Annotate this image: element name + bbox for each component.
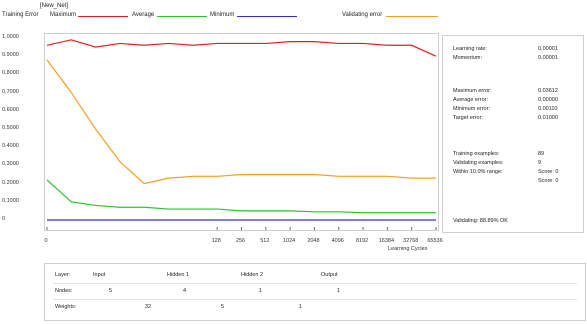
stat-within-range: Within 10.0% range: Score: 0 [453,169,578,177]
neurons-hidden-2: 1 [259,288,263,294]
stat-label: Within 10.0% range: [453,169,503,175]
legend-label-minimum: Minimum [210,12,235,18]
stat-learning-rate: Learning rate: 0.00001 [453,46,578,54]
stat-score: Score: 0 [453,178,578,186]
layer-name-input: Input [93,272,106,278]
stat-value: Score: 0 [538,169,559,175]
neurons-row-label: Nodes: [55,288,73,294]
line-chart [46,39,437,230]
stat-value: 0.00000 [538,97,558,103]
x-tick-label: 65536 [427,238,443,244]
stat-validating-examples: Validating examples: 9 [453,160,578,168]
y-tick-label: 0.7000 [2,88,19,95]
stat-value: 89 [538,151,545,157]
x-tick-label: 16384 [378,238,395,244]
divider [53,283,577,284]
y-tick-label: 0.1000 [2,197,19,204]
legend-label-training-error: Training Error [2,12,39,18]
weights-row-label: Weights: [55,304,77,310]
legend-label-validating-error: Validating error [342,12,383,18]
stat-label: Validating: 88.89% OK [453,218,508,224]
y-tick-label: 0.2000 [2,179,19,186]
y-tick-label: 0.8000 [2,70,19,77]
chart-plot-area [44,33,439,231]
legend-swatch-average [157,16,207,17]
stat-value: Score: 0 [538,178,559,184]
neurons-input: 5 [109,288,113,294]
legend-label-average: Average [132,12,155,18]
series-line-validating-error [46,59,436,185]
x-axis-label: Learning Cycles [388,246,428,252]
layer-name-output: Output [321,272,338,278]
weights-hidden1-hidden2: 5 [221,304,225,310]
stat-label: Momentum: [453,55,483,61]
stat-value: 0.01000 [538,115,558,121]
divider [53,299,577,300]
neurons-hidden-1: 4 [183,288,187,294]
y-tick-label: 0.6000 [2,106,19,113]
layer-row-label: Layer: [55,272,71,278]
legend-swatch-maximum [78,16,128,17]
stat-value: 0.03612 [538,88,558,94]
layer-name-hidden-2: Hidden 2 [241,272,264,278]
stat-value: 9 [538,160,542,166]
stat-label: Maximum error: [453,88,492,94]
x-tick-label: 32768 [403,238,419,244]
x-tick-label: 1024 [283,238,296,244]
stat-value: 0.00001 [538,46,558,52]
y-tick-label: 0 [2,216,6,222]
weights-hidden2-output: 1 [299,304,303,310]
x-tick-label: 8192 [355,238,369,244]
stat-avg-error: Average error: 0.00000 [453,97,578,105]
stat-label: Average error: [453,97,489,103]
x-tick-label: 512 [260,238,270,244]
x-tick-label: 4096 [331,238,344,244]
weights-input-hidden1: 32 [145,304,152,310]
stats-panel: Learning rate: 0.00001 Momentum: 0.00001… [442,35,584,233]
x-tick-label: 2048 [307,238,320,244]
x-tick-label: 0 [44,238,48,244]
series-line-average [46,179,436,214]
neurons-output: 1 [337,288,341,294]
window-title: [New_Net] [40,3,69,9]
stat-max-error: Maximum error: 0.03612 [453,88,578,96]
stat-label: Minimum error: [453,106,490,112]
y-tick-label: 0.4000 [2,143,19,150]
chart-legend: Training Error Maximum Average Minimum V… [2,12,442,21]
stat-value: 0.00001 [538,55,558,61]
legend-label-maximum: Maximum [50,12,77,18]
x-tick-label: 256 [235,238,246,244]
stat-value: 0.00110 [538,106,558,112]
stat-label: Learning rate: [453,46,487,52]
stat-target-error: Target error: 0.01000 [453,115,578,123]
stat-validating: Validating: 88.89% OK [453,218,578,226]
y-tick-label: 0.3000 [2,161,19,168]
stat-momentum: Momentum: 0.00001 [453,55,578,63]
layer-name-hidden-1: Hidden 1 [167,272,190,278]
stat-label: Validating examples: [453,160,504,166]
legend-swatch-minimum [237,16,297,17]
y-tick-label: 1.0000 [2,34,19,40]
stat-min-error: Minimum error: 0.00110 [453,106,578,114]
y-tick-label: 0.9000 [2,52,19,59]
network-structure-panel: Layer: Input Hidden 1 Hidden 2 Output No… [44,263,586,321]
y-tick-label: 0.5000 [2,125,19,131]
stat-label: Training examples: [453,151,500,157]
legend-swatch-validating [386,16,438,17]
stat-training-examples: Training examples: 89 [453,151,578,159]
x-tick-label: 128 [211,238,221,244]
stat-label: Target error: [453,115,483,121]
series-line-maximum [46,39,437,57]
